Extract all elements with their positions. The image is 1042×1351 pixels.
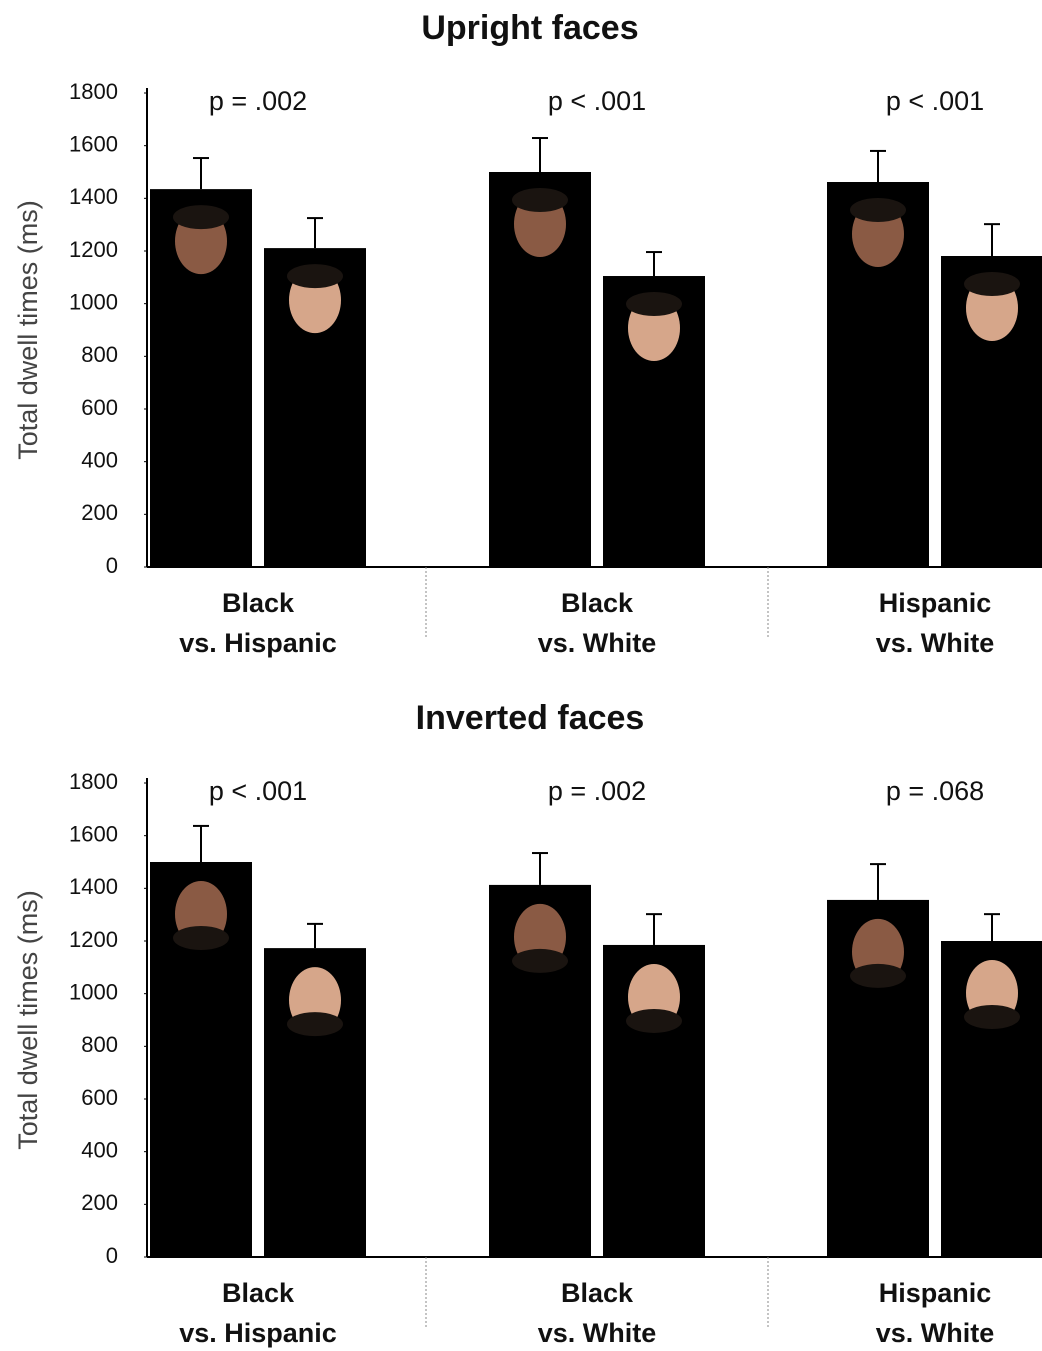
- x-tick-label: Black: [222, 1278, 295, 1308]
- x-tick-label: Black: [561, 588, 634, 618]
- y-tick-label: 800: [81, 342, 118, 367]
- chart-title: Upright faces: [421, 9, 638, 47]
- y-tick-label: 1000: [69, 289, 118, 314]
- face-hair: [173, 205, 229, 230]
- y-tick-label: 1400: [69, 874, 118, 899]
- x-tick-label: vs. Hispanic: [179, 1318, 337, 1348]
- annotation: p < .001: [548, 86, 646, 116]
- x-tick-label: Hispanic: [879, 588, 992, 618]
- y-tick-label: 1200: [69, 237, 118, 262]
- annotation: p = .002: [548, 776, 646, 806]
- x-tick-label: Hispanic: [879, 1278, 992, 1308]
- face-hair: [964, 1005, 1020, 1029]
- x-tick-label: vs. Hispanic: [179, 628, 337, 658]
- y-tick-label: 200: [81, 500, 118, 525]
- y-tick-label: 1600: [69, 131, 118, 156]
- face-hair: [964, 272, 1020, 297]
- annotation: p = .068: [886, 776, 984, 806]
- y-tick-label: 400: [81, 447, 118, 472]
- y-tick-label: 0: [106, 553, 118, 578]
- x-tick-label: vs. White: [876, 1318, 995, 1348]
- face-hair: [626, 292, 682, 317]
- face-hair: [850, 198, 906, 223]
- x-tick-label: Black: [222, 588, 295, 618]
- face-hair: [287, 1012, 343, 1037]
- y-axis-label: Total dwell times (ms): [13, 890, 43, 1150]
- annotation: p < .001: [209, 776, 307, 806]
- face-hair: [173, 926, 229, 950]
- y-tick-label: 1800: [69, 79, 118, 104]
- x-tick-label: vs. White: [876, 628, 995, 658]
- y-tick-label: 0: [106, 1243, 118, 1268]
- y-tick-label: 200: [81, 1190, 118, 1215]
- y-tick-label: 400: [81, 1137, 118, 1162]
- annotation: p = .002: [209, 86, 307, 116]
- y-tick-label: 1600: [69, 821, 118, 846]
- y-tick-label: 1000: [69, 979, 118, 1004]
- face-hair: [512, 188, 568, 212]
- face-hair: [626, 1008, 682, 1033]
- y-tick-label: 600: [81, 1085, 118, 1110]
- y-axis-label: Total dwell times (ms): [13, 200, 43, 460]
- x-tick-label: Black: [561, 1278, 634, 1308]
- face-hair: [512, 948, 568, 973]
- chart-title: Inverted faces: [416, 699, 645, 737]
- y-tick-label: 1200: [69, 927, 118, 952]
- face-hair: [287, 264, 343, 289]
- y-tick-label: 600: [81, 395, 118, 420]
- y-tick-label: 800: [81, 1032, 118, 1057]
- x-tick-label: vs. White: [538, 1318, 657, 1348]
- y-tick-label: 1800: [69, 769, 118, 794]
- x-tick-label: vs. White: [538, 628, 657, 658]
- face-hair: [850, 963, 906, 988]
- y-tick-label: 1400: [69, 184, 118, 209]
- annotation: p < .001: [886, 86, 984, 116]
